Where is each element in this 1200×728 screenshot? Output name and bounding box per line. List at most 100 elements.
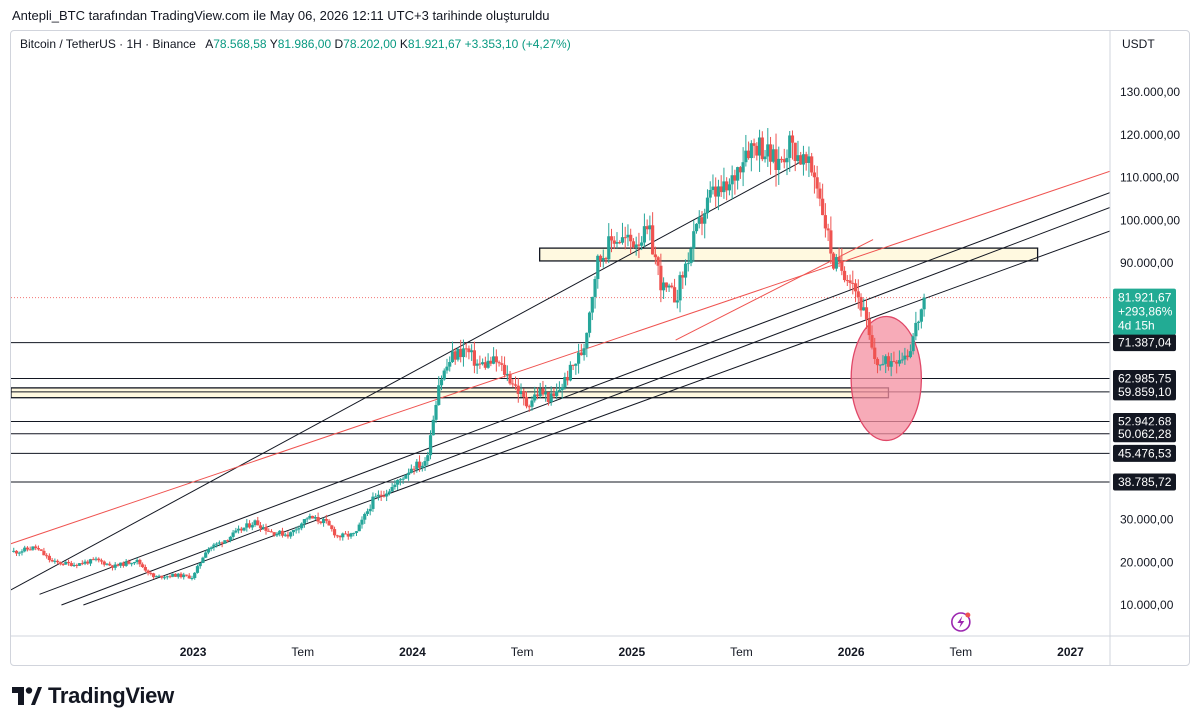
candle-body	[17, 552, 21, 554]
trendline-2[interactable]	[7, 170, 1110, 545]
candle-body	[623, 237, 627, 239]
candle-body	[579, 352, 583, 356]
candle-body	[574, 363, 578, 366]
trendline-5[interactable]	[83, 230, 1110, 606]
candle-body	[502, 364, 507, 375]
candle-body	[283, 534, 287, 536]
low-label: D	[334, 37, 344, 51]
candle-body	[330, 525, 334, 530]
candle-body	[231, 532, 235, 537]
symbol-label[interactable]: Bitcoin / TetherUS · 1H · Binance	[20, 37, 196, 51]
candle-body	[705, 197, 710, 214]
price-tick-label: 30.000,00	[1120, 513, 1174, 527]
candle-body	[763, 156, 767, 160]
candle-body	[105, 563, 109, 565]
candle-body	[398, 479, 402, 481]
candle-body	[738, 167, 742, 173]
zone-1[interactable]	[539, 247, 1039, 262]
candle-body	[53, 560, 57, 562]
candle-body	[568, 364, 572, 381]
candle-body	[491, 356, 496, 364]
candle-body	[752, 143, 756, 146]
candle-body	[56, 560, 60, 563]
candle-body	[856, 291, 860, 297]
change-value: +3.353,10 (+4,27%)	[464, 37, 571, 51]
candle-body	[722, 181, 726, 193]
candle-body	[524, 396, 529, 407]
candle-body	[464, 348, 468, 350]
candle-body	[130, 563, 134, 565]
candle-body	[590, 296, 594, 313]
candle-body	[23, 547, 27, 552]
candle-body	[840, 260, 844, 271]
candle-body	[275, 533, 279, 536]
candle-body	[489, 360, 493, 364]
candle-body	[747, 150, 751, 159]
candle-body	[864, 307, 869, 320]
candle-body	[516, 385, 520, 395]
candle-body	[892, 361, 896, 363]
candle-body	[530, 400, 534, 407]
candle-body	[790, 135, 795, 143]
candle-body	[308, 515, 312, 519]
open-label: A	[205, 37, 214, 51]
time-tick-label: 2025	[618, 645, 645, 659]
candle-body	[25, 547, 30, 550]
candle-body	[799, 155, 803, 165]
candle-body	[132, 562, 136, 564]
last-price-change: +293,86%	[1118, 305, 1173, 319]
candle-body	[341, 533, 345, 538]
candle-body	[467, 348, 471, 353]
candle-body	[618, 242, 622, 244]
candle-body	[72, 564, 76, 567]
published-line: Antepli_BTC tarafından TradingView.com i…	[12, 8, 550, 23]
trendline-4[interactable]	[61, 207, 1110, 606]
candle-body	[544, 392, 548, 395]
candle-body	[604, 258, 608, 260]
candle-body	[343, 533, 348, 535]
candle-body	[412, 468, 416, 470]
candle-body	[552, 393, 556, 397]
candle-body	[195, 566, 200, 573]
zone-2[interactable]	[11, 387, 890, 399]
candle-body	[108, 563, 112, 566]
candle-body	[664, 282, 668, 288]
currency-label[interactable]: USDT	[1122, 37, 1155, 51]
candle-body	[826, 228, 830, 231]
candle-body	[886, 356, 891, 367]
candle-body	[481, 362, 485, 365]
candle-body	[456, 348, 460, 360]
candle-body	[459, 348, 463, 358]
candle-body	[513, 384, 518, 386]
trendline-3[interactable]	[39, 192, 1110, 595]
candle-body	[234, 530, 238, 533]
highlight-ellipse[interactable]	[850, 315, 922, 442]
candle-body	[50, 560, 54, 562]
candle-body	[667, 285, 671, 288]
candle-body	[837, 257, 841, 261]
candle-body	[346, 534, 350, 537]
candle-body	[804, 154, 808, 163]
trendline-1[interactable]	[7, 157, 808, 592]
trendline-6[interactable]	[675, 239, 874, 341]
tradingview-logo[interactable]: TradingView	[12, 683, 174, 709]
candle-body	[697, 217, 701, 224]
candle-body	[609, 236, 614, 241]
candle-body	[445, 366, 449, 371]
symbol-legend[interactable]: Bitcoin / TetherUS · 1H · Binance A78.56…	[20, 37, 571, 51]
candle-body	[316, 517, 320, 522]
candle-body	[223, 540, 227, 544]
candle-body	[319, 521, 323, 524]
candle-body	[801, 154, 806, 165]
candle-body	[716, 186, 721, 197]
candle-body	[703, 213, 707, 224]
plot-area[interactable]	[7, 128, 1110, 606]
candle-body	[788, 135, 792, 158]
candle-body	[91, 559, 95, 561]
candle-body	[777, 158, 781, 170]
candle-body	[555, 391, 559, 397]
candle-body	[922, 297, 926, 310]
candle-body	[508, 373, 512, 384]
candle-body	[749, 143, 753, 159]
